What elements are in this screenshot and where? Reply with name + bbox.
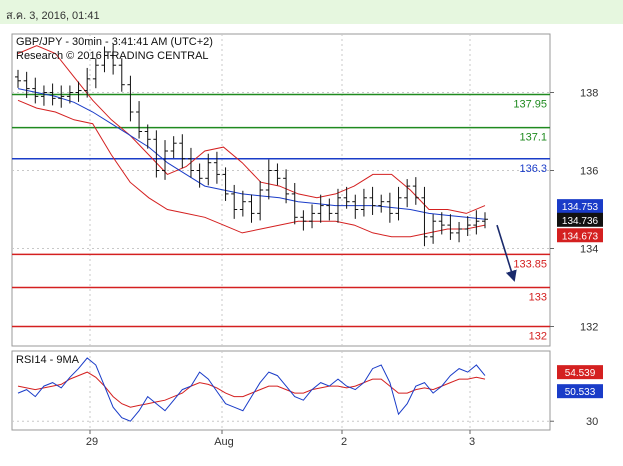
rsi-ma-line <box>17 371 486 408</box>
header-bar: ส.ค. 3, 2016, 01:41 <box>0 0 623 24</box>
rsi-value-text: 54.539 <box>565 368 596 379</box>
rsi-plot-frame <box>11 350 551 431</box>
price-label-text: 134.673 <box>562 231 599 242</box>
rsi-ma-value-box <box>557 384 603 399</box>
level-label: 136.3 <box>519 163 547 175</box>
rsi-label: RSI14 - 9MA <box>16 354 80 366</box>
level-label: 132 <box>529 331 547 343</box>
x-tick-label: 2 <box>341 436 347 448</box>
level-label: 133 <box>529 292 547 304</box>
x-tick-label: Aug <box>214 436 234 448</box>
y-tick-label: 134 <box>580 244 598 256</box>
level-label: 137.1 <box>519 132 547 144</box>
chart-title: GBP/JPY - 30min - 3:41:41 AM (UTC+2) <box>16 36 213 48</box>
price-label-text: 134.753 <box>562 202 599 213</box>
projection-arrow <box>496 224 517 282</box>
chart-subtitle: Research © 2016 TRADING CENTRAL <box>16 50 209 62</box>
level-label: 133.85 <box>513 258 547 270</box>
band-lower-line <box>17 99 486 238</box>
y-tick-label: 136 <box>580 166 598 178</box>
price-label-box <box>557 199 603 214</box>
header-date: ส.ค. 3, 2016, 01:41 <box>6 10 100 22</box>
chart-area: 137.95 137.1 136.3 133.85 133 132 54.539 50.53… <box>11 33 603 448</box>
main-plot-frame <box>11 33 551 347</box>
rsi-tick-label: 30 <box>586 416 598 428</box>
price-label-box <box>557 212 603 227</box>
price-label-text: 134.736 <box>562 216 599 227</box>
x-tick-label: 29 <box>86 436 98 448</box>
level-label: 137.95 <box>513 98 547 110</box>
rsi-line <box>17 357 486 422</box>
rsi-value-box <box>557 365 603 380</box>
rsi-value-text: 50.533 <box>565 387 596 398</box>
y-tick-label: 138 <box>580 88 598 100</box>
y-tick-label: 132 <box>580 322 598 334</box>
price-label-box <box>557 228 603 243</box>
x-tick-label: 3 <box>469 436 475 448</box>
